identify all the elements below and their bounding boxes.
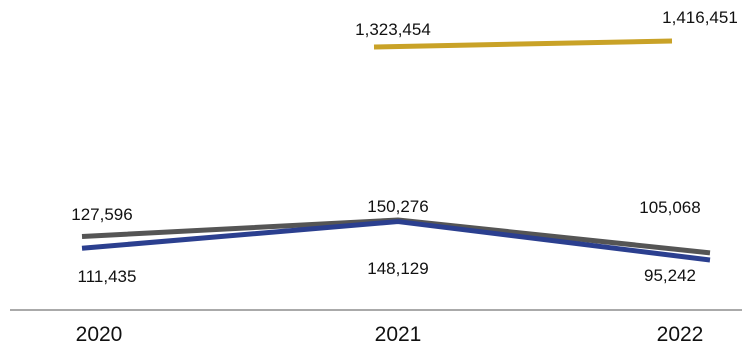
blue-data-label-2021: 148,129 xyxy=(367,259,428,278)
gold-data-label-2021: 1,323,454 xyxy=(355,20,431,39)
gold-series-line xyxy=(373,38,673,50)
series-layer xyxy=(81,38,711,263)
x-tick-label-2022: 2022 xyxy=(657,323,704,346)
gray-data-label-2022: 105,068 xyxy=(639,198,700,217)
blue-data-label-2022: 95,242 xyxy=(644,266,696,285)
blue-data-label-2020: 111,435 xyxy=(78,267,137,286)
gray-data-label-2020: 127,596 xyxy=(71,205,132,224)
data-label-layer: 1,323,454 1,416,451 127,596 150,276 105,068 1… xyxy=(71,8,738,286)
blue-series-line xyxy=(81,219,711,263)
gray-data-label-2021: 150,276 xyxy=(367,197,428,216)
gold-data-label-2022: 1,416,451 xyxy=(662,8,738,27)
x-tick-label-2020: 2020 xyxy=(76,323,123,346)
x-tick-label-2021: 2021 xyxy=(375,323,422,346)
x-tick-layer: 2020 2021 2022 xyxy=(76,323,704,346)
